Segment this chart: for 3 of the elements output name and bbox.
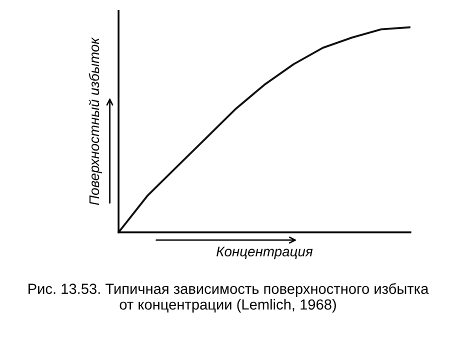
y-axis-title: Поверхностный избыток	[88, 37, 102, 206]
x-axis-title: Концентрация	[216, 246, 313, 260]
text: Рис. 13.53. Типичная зависимость поверхностного избытка от концентрации (Lemlich, 1968)	[28, 283, 429, 313]
